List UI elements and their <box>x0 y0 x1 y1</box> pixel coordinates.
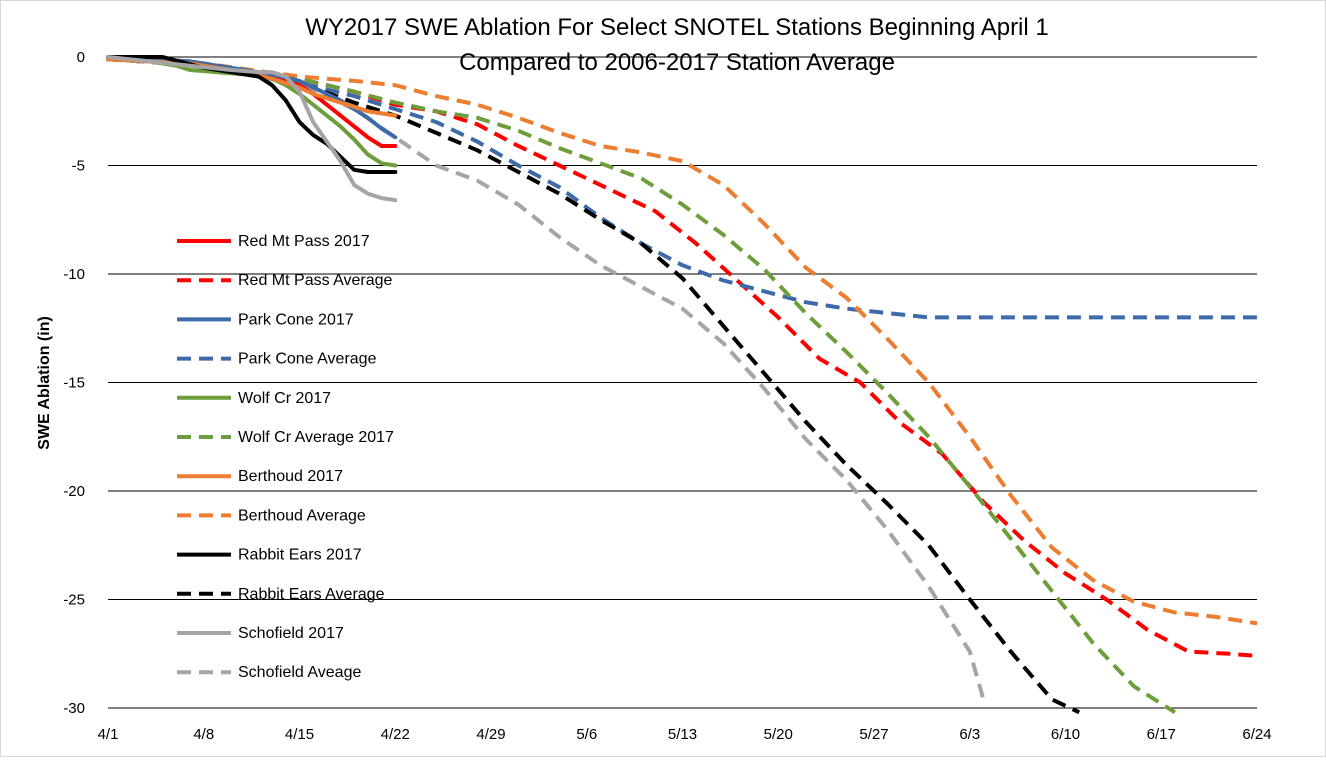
series-line-berthoud-2017 <box>106 57 398 118</box>
x-tick-label: 4/1 <box>98 726 119 743</box>
x-tick-label: 6/3 <box>959 726 980 743</box>
y-tick-label: -20 <box>63 483 85 500</box>
series-line-wolf-cr-average-2017 <box>107 57 1176 714</box>
series-line-schofield-aveage <box>107 57 986 700</box>
x-tick-label: 5/27 <box>859 726 888 743</box>
legend-label: Wolf Cr 2017 <box>238 390 331 407</box>
x-tick-label: 5/6 <box>576 726 597 743</box>
series-line-park-cone-2017 <box>106 57 398 140</box>
legend-label: Red Mt Pass Average <box>238 272 393 289</box>
x-tick-label: 6/10 <box>1051 726 1080 743</box>
series-lines <box>106 55 1258 715</box>
legend-label: Park Cone 2017 <box>238 311 354 328</box>
series-line-park-cone-average <box>107 57 1257 320</box>
x-tick-label: 4/29 <box>476 726 505 743</box>
y-axis-ticks: 0 -5 -10 -15 -20 -25 -30 <box>63 49 85 717</box>
x-axis-ticks: 4/1 4/8 4/15 4/22 4/29 5/6 5/13 5/20 5/27 6/3 6/10… <box>98 726 1272 743</box>
series-line-schofield-2017 <box>106 55 398 203</box>
legend-label: Berthoud 2017 <box>238 468 343 485</box>
chart-title-line-2: Compared to 2006-2017 Station Average <box>459 49 895 76</box>
y-tick-label: -5 <box>72 158 85 175</box>
y-tick-label: -15 <box>63 375 85 392</box>
y-tick-label: 0 <box>77 49 85 66</box>
legend: Red Mt Pass 2017 Red Mt Pass Average Park … <box>177 233 394 681</box>
legend-label: Park Cone Average <box>238 351 377 368</box>
x-tick-label: 4/8 <box>193 726 214 743</box>
legend-label: Rabbit Ears Average <box>238 586 385 603</box>
legend-label: Berthoud Average <box>238 507 366 524</box>
series-line-rabbit-ears-average <box>107 57 1081 715</box>
series-line-rabbit-ears-2017 <box>106 55 398 174</box>
legend-label: Red Mt Pass 2017 <box>238 233 370 250</box>
y-tick-label: -25 <box>63 592 85 609</box>
legend-label: Schofield Aveage <box>238 664 361 681</box>
y-tick-label: -30 <box>63 700 85 717</box>
x-tick-label: 5/20 <box>764 726 793 743</box>
series-line-red-mt-pass-average <box>107 57 1258 658</box>
x-tick-label: 6/24 <box>1242 726 1271 743</box>
y-axis-label: SWE Ablation (in) <box>36 316 53 450</box>
y-tick-label: -10 <box>63 266 85 283</box>
x-tick-label: 4/22 <box>381 726 410 743</box>
legend-label: Rabbit Ears 2017 <box>238 547 362 564</box>
series-line-berthoud-average <box>107 57 1258 626</box>
legend-label: Schofield 2017 <box>238 625 344 642</box>
x-tick-label: 5/13 <box>668 726 697 743</box>
legend-label: Wolf Cr Average 2017 <box>238 429 394 446</box>
x-tick-label: 4/15 <box>285 726 314 743</box>
x-tick-label: 6/17 <box>1147 726 1176 743</box>
chart-title-line-1: WY2017 SWE Ablation For Select SNOTEL St… <box>305 14 1048 41</box>
gridlines <box>108 56 1257 709</box>
series-line-wolf-cr-2017 <box>106 57 398 168</box>
